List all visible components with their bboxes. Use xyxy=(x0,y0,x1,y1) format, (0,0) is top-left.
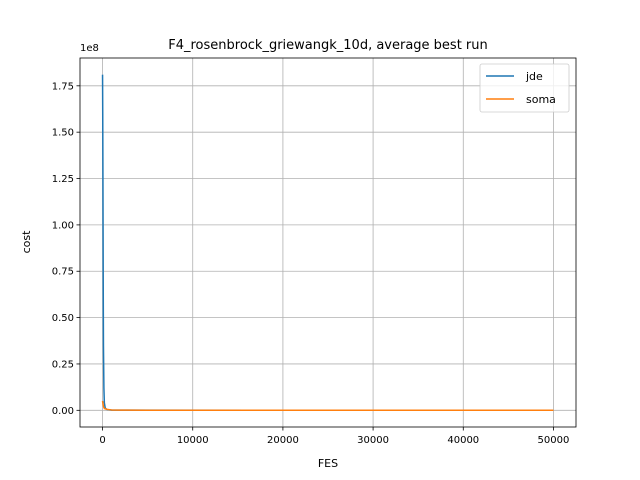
plot-frame xyxy=(79,57,577,428)
x-axis: 0 10000 20000 30000 40000 50000 xyxy=(99,427,569,446)
grid xyxy=(80,58,576,427)
y-tick-label: 1.25 xyxy=(52,174,74,185)
x-tick-label: 40000 xyxy=(447,435,479,446)
chart-title: F4_rosenbrock_griewangk_10d, average bes… xyxy=(168,38,488,53)
y-tick-label: 1.50 xyxy=(52,128,74,139)
y-tick-label: 1.00 xyxy=(52,220,74,231)
x-tick-label: 20000 xyxy=(267,435,299,446)
legend-label-soma: soma xyxy=(526,93,556,106)
series-line-soma xyxy=(101,400,554,412)
x-tick-label: 0 xyxy=(99,435,105,446)
y-tick-label: 0.25 xyxy=(52,359,74,370)
y-offset-label: 1e8 xyxy=(80,43,99,54)
series-lines xyxy=(101,74,554,412)
legend-label-jde: jde xyxy=(525,70,543,83)
y-tick-label: 0.00 xyxy=(52,406,74,417)
y-tick-label: 0.50 xyxy=(52,313,74,324)
x-tick-label: 10000 xyxy=(177,435,209,446)
x-tick-label: 30000 xyxy=(357,435,389,446)
x-axis-label: FES xyxy=(318,457,338,470)
y-tick-label: 1.75 xyxy=(52,81,74,92)
y-axis: 0.00 0.25 0.50 0.75 1.00 1.25 1.50 1.75 xyxy=(52,81,80,417)
x-tick-label: 50000 xyxy=(538,435,570,446)
y-axis-label: cost xyxy=(20,230,33,254)
plot-area xyxy=(80,58,576,427)
y-tick-label: 0.75 xyxy=(52,267,74,278)
legend: jde soma xyxy=(479,63,570,113)
